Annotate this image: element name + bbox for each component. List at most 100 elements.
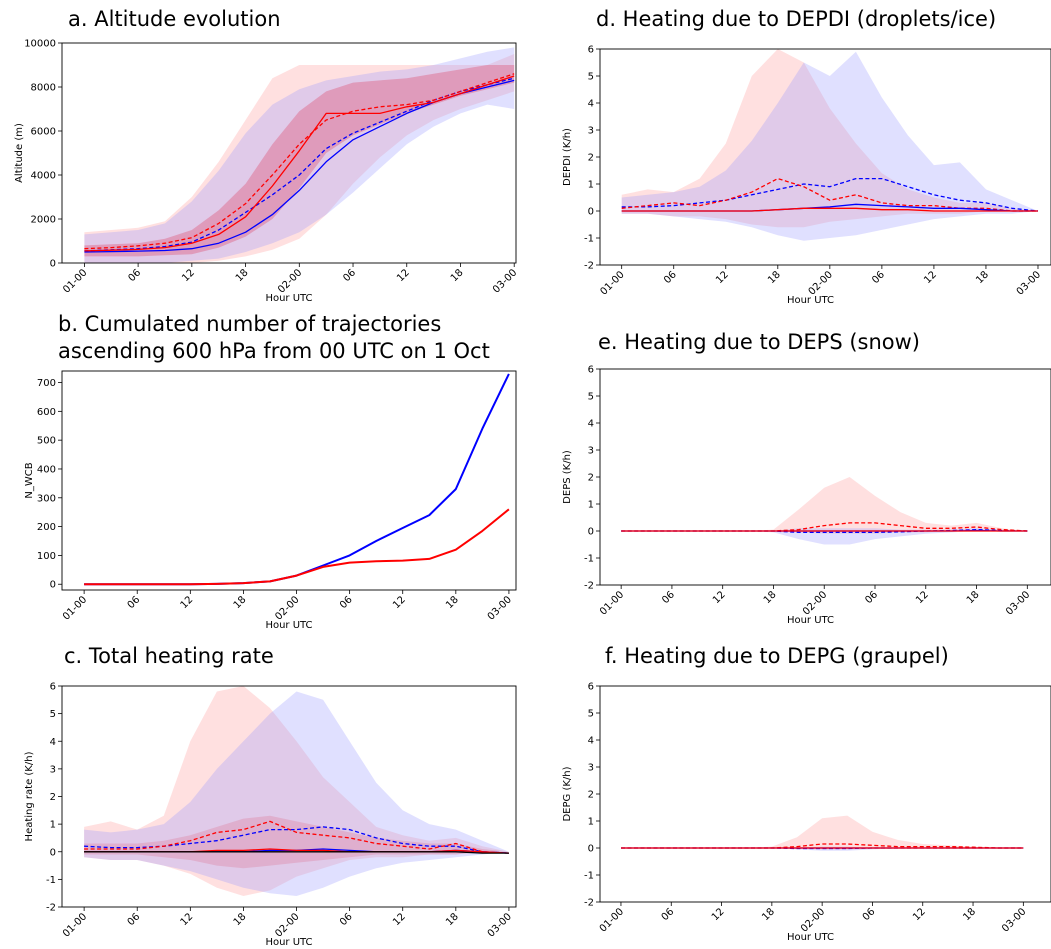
panel-f-ytick-label: 5 [588,709,594,720]
panel-b-xtick-label: 12 [179,594,196,611]
panel-a-title: a. Altitude evolution [68,7,281,31]
panel-a-ytick-label: 4000 [31,171,56,182]
panel-c-xtick-label: 02-00 [273,911,301,939]
panel-e-ytick-label: 5 [588,392,594,403]
panel-c-series-1 [84,820,509,854]
panel-a-ytick-label: 8000 [31,83,56,94]
panel-b-plot-area [84,373,510,586]
panel-d-xtick-label: 18 [974,269,991,286]
panel-a: a. Altitude evolution 0 2000 4000 6000 8000 10… [14,7,519,304]
panel-e-ytick-label: -1 [584,554,594,565]
panel-c-ytick-label: 5 [50,709,56,720]
panel-c-ytick-label: 1 [50,820,56,831]
panel-f: f. Heating due to DEPG (graupel)-2-10123… [562,644,1051,943]
panel-c-ytick-label: 4 [50,737,56,748]
panel-f-ytick-label: 1 [588,817,594,828]
panel-f-ytick-label: 3 [588,763,594,774]
panel-b-ytick-label: 700 [37,378,56,389]
panel-a-series-1 [84,77,515,252]
panel-f-xtick-label: 12 [710,906,727,923]
panel-d-xtick-label: 12 [922,269,939,286]
panel-c-xlabel: Hour UTC [265,937,312,948]
panel-e-xtick-label: 06 [660,589,677,606]
panel-e-band-0 [621,477,1028,534]
panel-f-ytick-label: 4 [588,736,594,747]
panel-c-ytick-label: 0 [50,847,56,858]
panel-e-xtick-label: 12 [914,589,931,606]
panel-d-ylabel: DEPDI (K/h) [562,128,573,186]
panel-d-band-0 [621,49,1038,228]
panel-b-ytick-label: 400 [37,464,56,475]
panel-c-series-0 [84,826,509,854]
panel-a-xtick-label: 12 [180,267,197,284]
panel-b-ytick-label: 500 [37,436,56,447]
panel-b-xtick-label: 02-00 [273,594,301,622]
panel-e-title: e. Heating due to DEPS (snow) [598,330,920,354]
panel-a-series-2 [84,75,515,252]
panel-e-ytick-label: 2 [588,473,594,484]
panel-d-ytick-label: 2 [588,153,594,164]
panel-f-xtick-label: 03-00 [1000,906,1028,934]
panel-e-plot-area [621,477,1028,545]
panel-d-xtick-label: 06 [662,269,679,286]
panel-b-xtick-label: 18 [232,594,249,611]
panel-b-ytick-label: 0 [50,580,56,591]
panel-c-band-2 [84,815,509,869]
panel-d-series-3 [621,207,1038,212]
panel-a-xtick-label: 18 [449,267,466,284]
panel-f-plot-area [621,815,1024,851]
panel-a-ytick-label: 2000 [31,215,56,226]
panel-f-xtick-label: 02-00 [799,906,827,934]
panel-e-xtick-label: 12 [711,589,728,606]
panel-a-plot-area [84,47,515,263]
panel-f-ytick-label: -1 [584,871,594,882]
panel-e-ytick-label: 3 [588,446,594,457]
panel-c-xtick-label: 12 [391,911,408,928]
panel-d-title: d. Heating due to DEPDI (droplets/ice) [596,7,996,31]
panel-e-ytick-label: 6 [588,365,594,376]
panel-b-xlabel: Hour UTC [265,620,312,631]
panel-e-xtick-label: 03-00 [1004,589,1032,617]
panel-b-ylabel: N_WCB [24,462,35,498]
panel-b-ytick-label: 100 [37,551,56,562]
panel-a-ytick-label: 6000 [31,127,56,138]
panel-d-ytick-label: 4 [588,99,594,110]
panel-f-xtick-label: 12 [911,906,928,923]
panel-b-xtick-label: 06 [126,594,143,611]
panel-a-xtick-label: 18 [234,267,251,284]
panel-b-title: b. Cumulated number of trajectories [58,312,441,336]
panel-f-band-0 [621,815,1024,850]
panel-b-frame [61,370,517,591]
panel-b-series-1 [84,508,510,586]
panel-d-xtick-label: 02-00 [807,269,835,297]
panel-e-xtick-label: 06 [863,589,880,606]
panel-a-ytick-label: 10000 [24,39,56,50]
panel-b: b. Cumulated number of trajectories ascen… [24,312,517,631]
panel-b-xtick-label: 18 [444,594,461,611]
panel-b-xtick-label: 06 [338,594,355,611]
panel-d-ytick-label: -2 [584,261,594,272]
panel-b-ytick-label: 200 [37,522,56,533]
panel-c-ytick-label: 2 [50,792,56,803]
panel-a-xtick-label: 02-00 [276,267,304,295]
panel-b-xtick-label: 03-00 [486,594,514,622]
panel-a-ylabel: Altitude (m) [14,123,25,183]
panel-c-xtick-label: 18 [232,911,249,928]
panel-a-xtick-label: 12 [395,267,412,284]
panel-e: e. Heating due to DEPS (snow)-2-10123456… [562,330,1051,626]
panel-b-ytick-label: 300 [37,493,56,504]
panel-a-frame [61,42,517,264]
panel-a-xlabel: Hour UTC [265,293,312,304]
panel-e-xtick-label: 18 [965,589,982,606]
panel-a-band-1 [84,47,515,263]
panel-f-title: f. Heating due to DEPG (graupel) [605,644,949,668]
panel-f-xtick-label: 18 [760,906,777,923]
panel-d: d. Heating due to DEPDI (droplets/ice) -2… [562,7,1051,306]
panel-e-ytick-label: -2 [584,581,594,592]
panel-c-series-4 [84,851,509,854]
panel-d-xtick-label: 06 [870,269,887,286]
panel-f-xtick-label: 06 [861,906,878,923]
panel-c-xtick-label: 18 [444,911,461,928]
panel-d-plot-area [621,49,1039,241]
